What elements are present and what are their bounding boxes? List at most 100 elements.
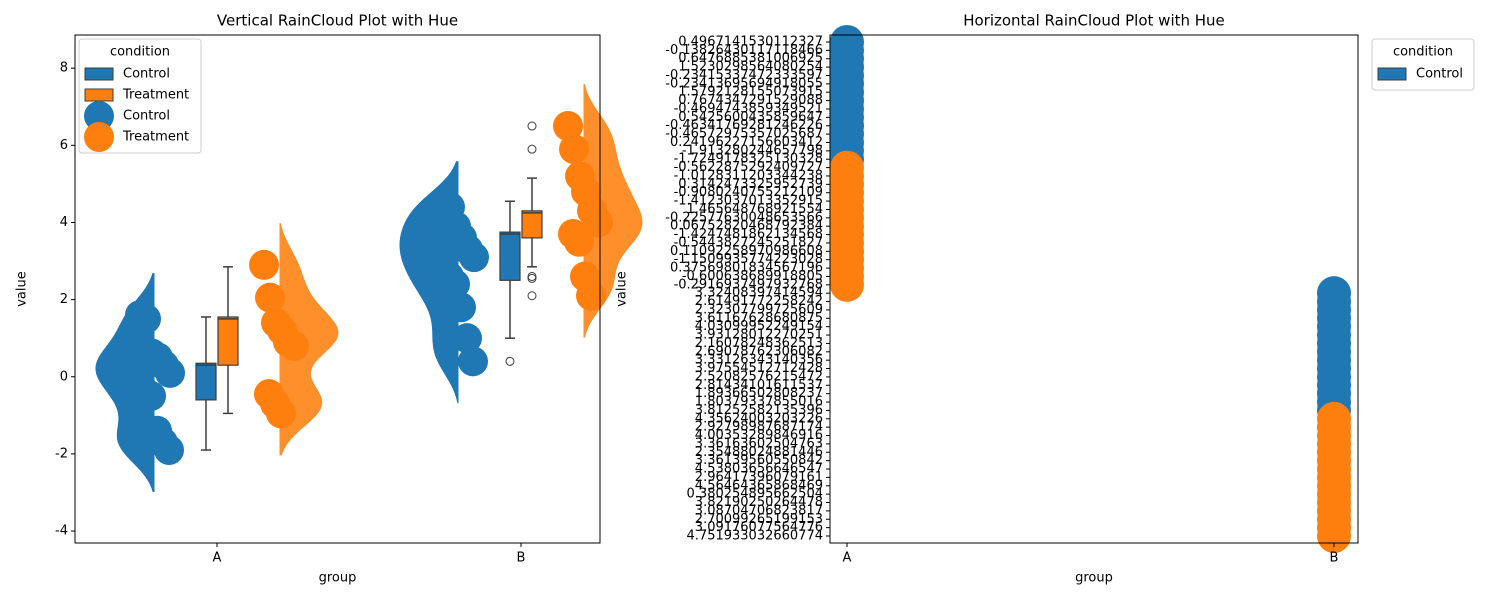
y-tick-label: -1.4123037013352915 [674,194,823,209]
y-tick-label: 2.32307799725609 [695,302,823,317]
legend-label: Treatment [122,88,189,103]
y-tick-label: 0.6476885381006925 [678,51,823,66]
y-tick-label: 4.53803656646547 [695,462,823,477]
data-point [553,111,583,142]
y-tick-label: 0.5425600435859647 [678,110,823,125]
y-tick-label: -0.46572975357025687 [665,127,823,142]
x-tick-label: B [517,551,526,566]
y-tick-label: 0.24196227156603412 [670,135,823,150]
data-point [279,330,309,361]
y-tick-label: 1.465648768921554 [687,202,823,217]
y-tick-label: 0.37569801834567196 [670,261,823,276]
y-tick-label: 3.32408397414594 [695,286,823,301]
y-tick-label: -1.7249178325130328 [674,152,823,167]
legend-marker [84,122,114,152]
y-tick-label: 0 [60,369,68,384]
y-tick-label: 4.03099952249154 [695,319,823,334]
x-tick-label: A [843,551,852,566]
data-point [459,242,489,273]
flier [527,121,537,131]
y-tick-label: 1.5230298564080254 [678,60,823,75]
y-tick-label: -4 [55,524,68,539]
y-tick-label: 8 [60,61,68,76]
y-tick-label: -0.22577630048653566 [665,210,823,225]
x-axis-label: group [1075,571,1113,586]
data-point [255,282,285,313]
box [499,231,521,281]
y-tick-label: 0.4967141530112327 [678,35,823,50]
y-tick-label: -1.1509935774223028 [674,252,823,267]
x-axis-label: group [319,571,357,586]
y-tick-label: -0.23415337472333597 [665,68,823,83]
data-point [131,303,161,334]
y-tick-label: -0.46341769281246226 [665,118,823,133]
legend-patch [84,88,114,102]
y-tick-label: 2 [60,292,68,307]
box [195,362,217,401]
y-tick-label: -1.913280244657798 [682,143,823,158]
y-tick-label: 4.00353289846916 [695,428,823,443]
y-tick-label: 4.751933032660774 [687,529,823,544]
chart-title: Vertical RainCloud Plot with Hue [217,12,458,30]
y-tick-label: 0.3142473325952739 [678,177,823,192]
y-tick-label: 2.61491772258242 [695,294,823,309]
y-tick-label: 2.92798987687174 [695,420,823,435]
y-tick-label: 6 [60,138,68,153]
y-axis-label: value [615,271,630,307]
legend-label: Control [123,67,170,82]
legend-title: condition [110,45,170,60]
y-tick-label: 3.82190250264478 [695,495,823,510]
plot-frame [74,34,601,544]
legend-label: Treatment [122,130,189,145]
flier [527,144,537,154]
y-tick-label: 4.35624003203226 [695,411,823,426]
data-point [564,226,594,257]
y-tick-label: 3.09176077564776 [695,520,823,535]
y-tick-label: 2.70099265199153 [695,512,823,527]
chart-title: Horizontal RainCloud Plot with Hue [963,12,1225,30]
y-tick-label: 0.380254895662504 [687,487,823,502]
data-point [458,346,488,377]
y-tick-label: 2.35488024881446 [695,445,823,460]
data-point [155,357,185,388]
plot-frame [829,34,1359,544]
y-tick-label: 3.36139560550842 [695,453,823,468]
y-tick-label: -0.13826430117118466 [665,43,823,58]
legend-label: Control [1416,67,1463,82]
y-tick-label: 2.69078762306082 [695,344,823,359]
y-tick-label: -1.0128311203344238 [674,168,823,183]
box [521,210,543,239]
y-tick-label: 1.5792128155073915 [678,85,823,100]
y-tick-label: -1.4247481862134568 [674,227,823,242]
y-tick-label: 4 [60,215,68,230]
y-tick-label: -0.5443827245251827 [674,235,823,250]
data-point [583,207,613,238]
data-point [452,323,482,354]
y-tick-label: 3.61167628680875 [695,311,823,326]
data-point [136,381,166,412]
y-tick-label: 0.06752820468792384 [670,219,823,234]
data-point [830,267,864,302]
y-tick-label: 2.81434101611537 [695,378,823,393]
legend-marker [84,101,114,131]
x-tick-label: B [1330,551,1339,566]
data-point [154,435,184,466]
y-tick-label: -0.4694743859349521 [674,101,823,116]
data-point [576,280,606,311]
y-tick-label: -0.2916937497932768 [674,277,823,292]
y-tick-label: 3.08704706823817 [695,503,823,518]
y-tick-label: 4.56464365868469 [695,478,823,493]
y-tick-label: 0.11092258970986608 [670,244,823,259]
y-tick-label: 3.97554512712428 [695,361,823,376]
legend-title: condition [1393,45,1453,60]
y-tick-label: 3.33126343140356 [695,353,823,368]
y-tick-label: 3.93128012270251 [695,328,823,343]
flier [527,271,537,281]
box [217,316,239,366]
y-tick-label: 3.36163602504763 [695,436,823,451]
y-tick-label: -0.23413695694918055 [665,76,823,91]
y-tick-label: 2.16078248362513 [695,336,823,351]
y-tick-label: 2.52082576215472 [695,369,823,384]
flier [527,291,537,301]
